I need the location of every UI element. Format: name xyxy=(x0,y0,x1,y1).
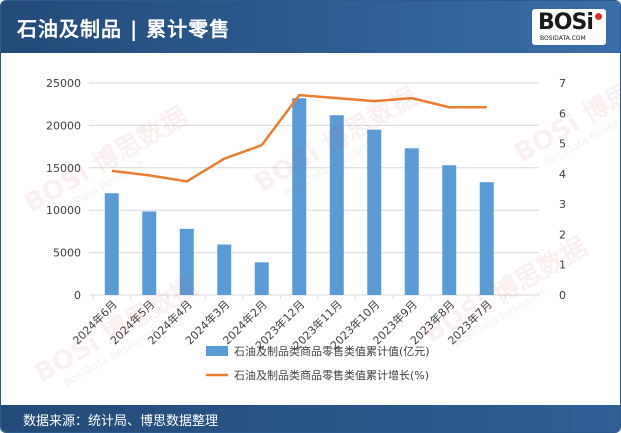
y-left-tick-label: 25000 xyxy=(46,77,81,90)
logo-text: BOSi xyxy=(538,10,594,35)
bar xyxy=(254,262,269,295)
legend-bar-swatch xyxy=(206,346,228,356)
brand-logo: BOSi BOSIDATA.COM xyxy=(532,9,606,45)
legend-bar-label: 石油及制品类商品零售类值累计值(亿元) xyxy=(234,344,430,358)
bar xyxy=(329,115,344,295)
bar xyxy=(104,193,119,295)
y-right-tick-label: 3 xyxy=(559,198,566,211)
bar xyxy=(367,129,382,295)
bar xyxy=(442,165,457,295)
logo-subtext: BOSIDATA.COM xyxy=(540,35,586,42)
y-left-tick-label: 10000 xyxy=(46,204,81,217)
chart-area: 0 5000 10000 15000 20000 25000 0 1 2 3 4 5 6 7 2024年6月… xyxy=(1,52,621,405)
bar xyxy=(142,211,157,295)
y-right-tick-label: 5 xyxy=(559,138,566,151)
logo-dot-icon xyxy=(595,13,602,20)
y-right-tick-label: 0 xyxy=(559,289,566,302)
y-left-tick-label: 20000 xyxy=(46,119,81,132)
page-title: 石油及制品 | 累计零售 xyxy=(17,17,231,41)
data-source-note: 数据来源：统计局、博思数据整理 xyxy=(23,414,219,429)
header-bar: 石油及制品 | 累计零售 BOSi BOSIDATA.COM xyxy=(1,1,620,53)
y-right-tick-label: 6 xyxy=(559,107,566,120)
bar xyxy=(217,244,232,295)
y-right-tick-label: 1 xyxy=(559,259,566,272)
bar xyxy=(404,148,419,295)
legend-line-label: 石油及制品类商品零售类值累计增长(%) xyxy=(234,368,429,382)
footer-bar: 数据来源：统计局、博思数据整理 xyxy=(1,405,620,432)
bar xyxy=(179,228,194,295)
y-right-tick-label: 2 xyxy=(559,228,566,241)
y-right-tick-label: 7 xyxy=(559,77,566,90)
bar xyxy=(292,98,307,295)
y-right-tick-label: 4 xyxy=(559,168,566,181)
combo-chart: 0500010000150002000025000012345672024年6月… xyxy=(20,52,621,390)
bar xyxy=(479,182,494,295)
y-left-tick-label: 15000 xyxy=(46,162,81,175)
y-left-tick-label: 0 xyxy=(74,289,81,302)
y-left-tick-label: 5000 xyxy=(53,247,81,260)
